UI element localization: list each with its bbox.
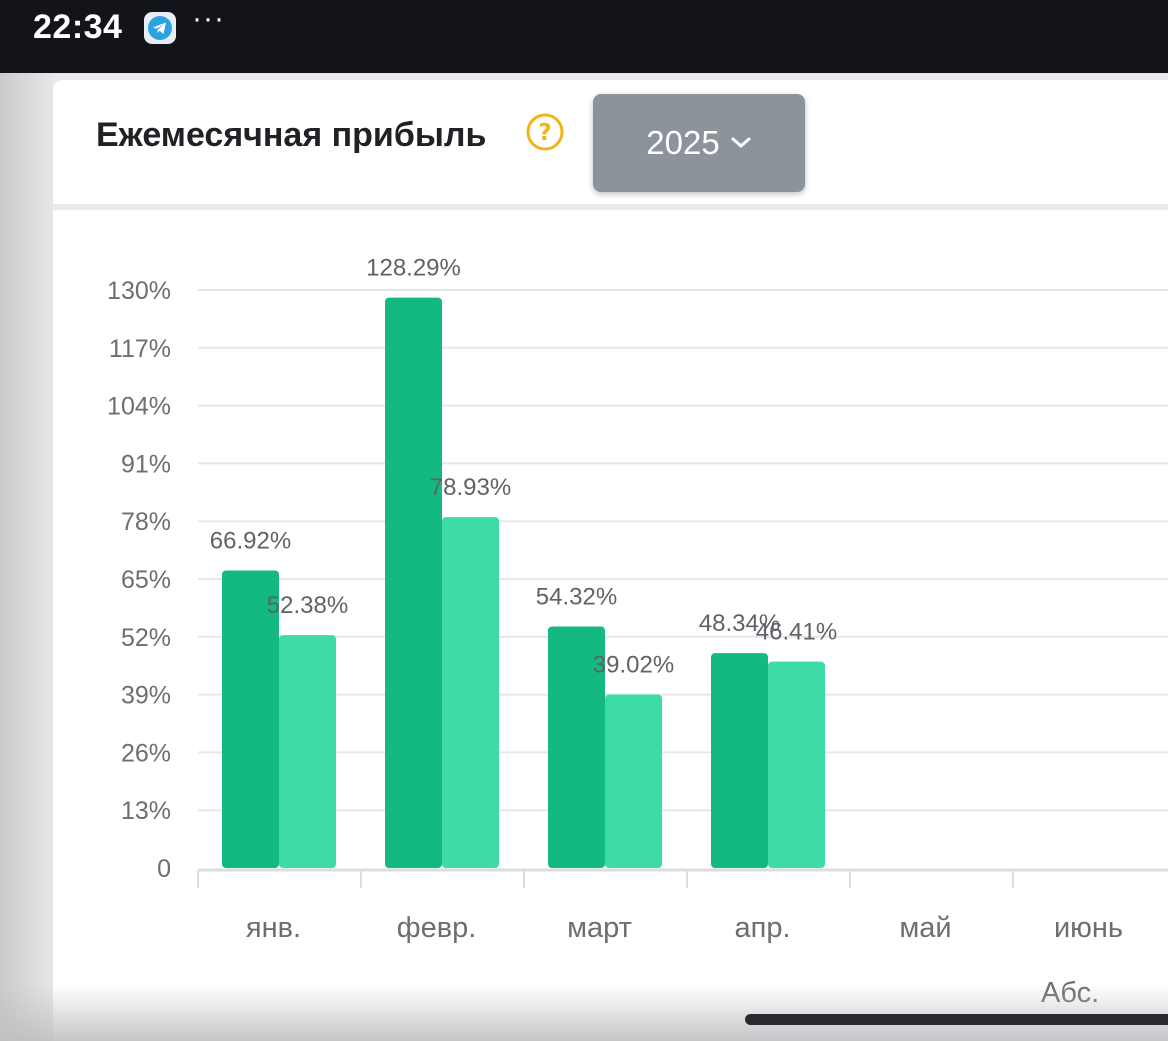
home-indicator[interactable] (745, 1014, 1168, 1025)
y-tick-label: 39% (121, 682, 171, 710)
data-label: 66.92% (210, 527, 291, 554)
data-label: 52.38% (267, 592, 348, 619)
data-label: 48.34% (699, 610, 780, 637)
chart-card: 0 13% 26% 39% 52% 65% 78% 91% 104% 117% 130% янв. фе… (53, 210, 1168, 1041)
telegram-icon (144, 12, 176, 44)
x-tick-label: март (567, 912, 632, 944)
year-value: 2025 (646, 124, 720, 161)
data-label: 46.41% (756, 619, 837, 646)
y-tick-label: 52% (121, 624, 171, 652)
data-label: 128.29% (366, 255, 461, 282)
header-card: Ежемесячная прибыль ? 2025 (53, 80, 1168, 204)
y-tick-label: 104% (107, 393, 171, 421)
page-title: Ежемесячная прибыль (96, 116, 487, 154)
bar (548, 626, 605, 868)
x-tick-label: июнь (1054, 912, 1123, 944)
x-tick-label: февр. (397, 912, 477, 944)
bar (605, 694, 662, 868)
y-tick-label: 0 (157, 855, 171, 883)
background-edge (0, 73, 53, 1041)
legend-partial: Абс. (1041, 977, 1099, 1009)
x-tick-label: янв. (246, 912, 301, 944)
y-tick-label: 78% (121, 508, 171, 536)
y-tick-label: 130% (107, 277, 171, 305)
x-tick-label: апр. (734, 912, 790, 944)
x-tick-label: май (899, 912, 951, 944)
bar (279, 635, 336, 868)
data-label: 78.93% (430, 474, 511, 501)
status-time: 22:34 (33, 8, 123, 46)
status-bar: 22:34 ··· (0, 0, 1168, 73)
svg-text:?: ? (538, 120, 551, 146)
more-icon: ··· (192, 2, 225, 35)
question-circle-icon[interactable]: ? (526, 113, 564, 151)
chevron-down-icon (731, 137, 751, 148)
bar (222, 570, 279, 868)
year-dropdown[interactable]: 2025 (593, 94, 805, 192)
bar (711, 653, 768, 868)
bar (768, 661, 825, 868)
data-label: 54.32% (536, 583, 617, 610)
y-tick-label: 117% (109, 335, 171, 363)
data-label: 39.02% (593, 652, 674, 679)
y-tick-label: 65% (121, 566, 171, 594)
y-tick-label: 13% (121, 797, 171, 825)
y-tick-label: 26% (121, 739, 171, 767)
bar (385, 297, 442, 868)
bar (442, 517, 499, 868)
monthly-profit-chart: 0 13% 26% 39% 52% 65% 78% 91% 104% 117% 130% янв. фе… (107, 255, 1168, 1009)
y-tick-label: 91% (121, 450, 171, 478)
